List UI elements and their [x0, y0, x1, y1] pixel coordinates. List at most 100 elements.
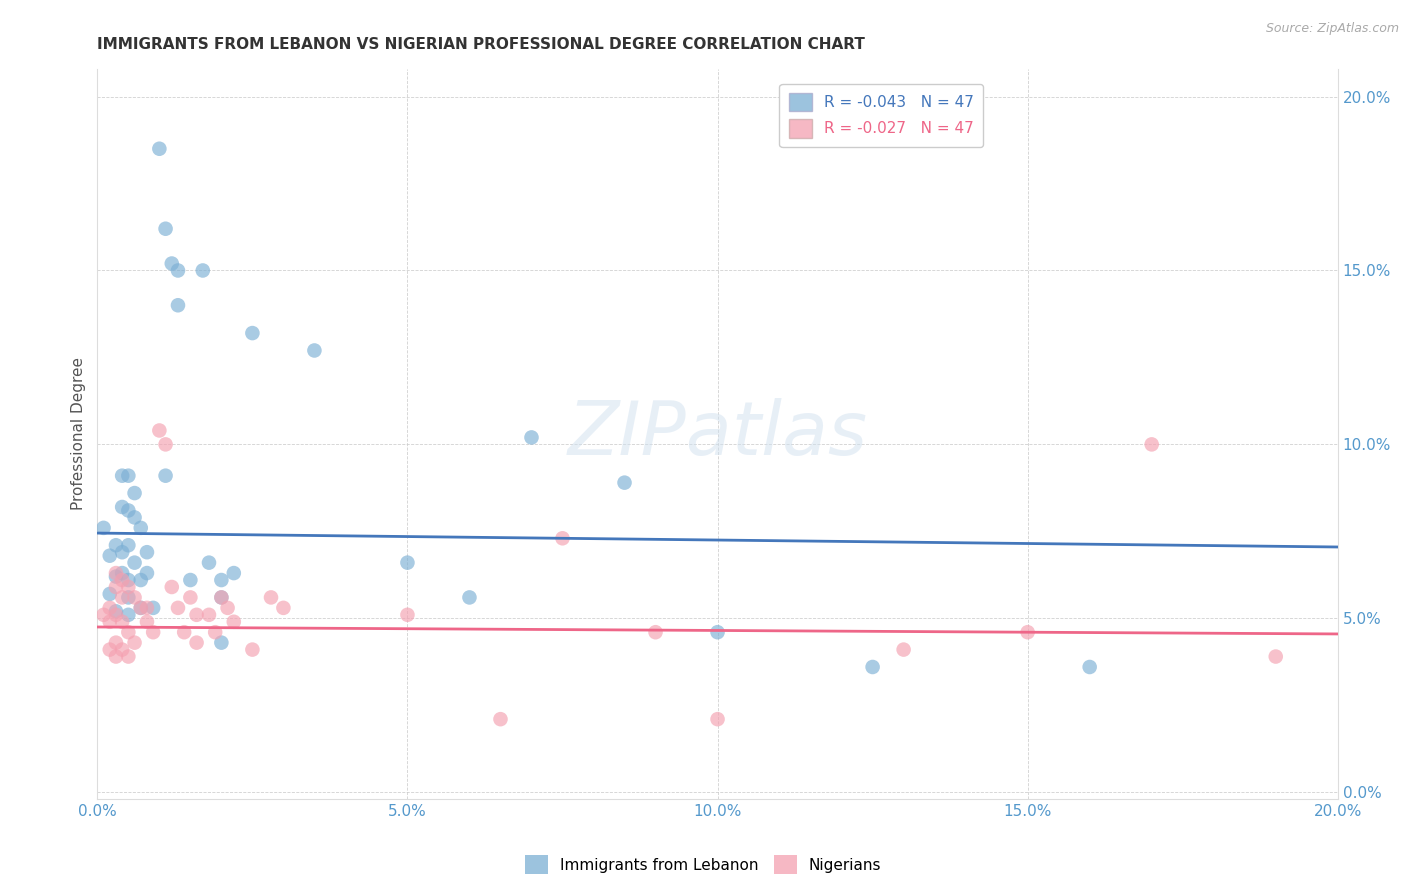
- Point: [98, 600, 121, 615]
- Point: [155, 437, 177, 451]
- Point: [129, 521, 152, 535]
- Point: [706, 625, 728, 640]
- Point: [117, 580, 139, 594]
- Point: [209, 591, 232, 605]
- Point: [148, 142, 170, 156]
- Point: [124, 635, 146, 649]
- Point: [124, 556, 146, 570]
- Point: [1140, 437, 1163, 451]
- Point: [551, 531, 574, 545]
- Point: [98, 642, 121, 657]
- Point: [1017, 625, 1039, 640]
- Point: [136, 615, 159, 629]
- Point: [260, 591, 283, 605]
- Text: Source: ZipAtlas.com: Source: ZipAtlas.com: [1265, 22, 1399, 36]
- Point: [124, 486, 146, 500]
- Point: [111, 468, 134, 483]
- Point: [217, 600, 239, 615]
- Point: [117, 591, 139, 605]
- Point: [136, 566, 159, 580]
- Point: [396, 556, 419, 570]
- Point: [98, 549, 121, 563]
- Point: [124, 591, 146, 605]
- Point: [1264, 649, 1286, 664]
- Point: [93, 521, 115, 535]
- Point: [222, 566, 245, 580]
- Point: [893, 642, 915, 657]
- Point: [136, 545, 159, 559]
- Point: [98, 615, 121, 629]
- Point: [862, 660, 884, 674]
- Point: [111, 566, 134, 580]
- Point: [104, 569, 127, 583]
- Point: [160, 580, 183, 594]
- Point: [104, 607, 127, 622]
- Point: [93, 607, 115, 622]
- Legend: R = -0.043   N = 47, R = -0.027   N = 47: R = -0.043 N = 47, R = -0.027 N = 47: [779, 84, 983, 147]
- Point: [396, 607, 419, 622]
- Point: [148, 424, 170, 438]
- Point: [167, 600, 190, 615]
- Point: [1078, 660, 1101, 674]
- Point: [111, 642, 134, 657]
- Point: [191, 263, 214, 277]
- Point: [129, 600, 152, 615]
- Point: [209, 573, 232, 587]
- Point: [155, 221, 177, 235]
- Point: [186, 607, 208, 622]
- Point: [117, 573, 139, 587]
- Point: [104, 580, 127, 594]
- Point: [613, 475, 636, 490]
- Point: [706, 712, 728, 726]
- Point: [179, 591, 201, 605]
- Point: [117, 607, 139, 622]
- Point: [142, 600, 165, 615]
- Point: [129, 573, 152, 587]
- Point: [160, 256, 183, 270]
- Point: [186, 635, 208, 649]
- Point: [204, 625, 226, 640]
- Point: [104, 649, 127, 664]
- Point: [117, 468, 139, 483]
- Point: [98, 587, 121, 601]
- Point: [111, 545, 134, 559]
- Point: [111, 615, 134, 629]
- Point: [198, 607, 221, 622]
- Point: [104, 635, 127, 649]
- Point: [304, 343, 326, 358]
- Point: [489, 712, 512, 726]
- Point: [117, 649, 139, 664]
- Point: [242, 642, 264, 657]
- Point: [129, 600, 152, 615]
- Text: ZIPatlas: ZIPatlas: [568, 398, 868, 470]
- Point: [111, 500, 134, 514]
- Point: [136, 600, 159, 615]
- Point: [209, 591, 232, 605]
- Point: [520, 430, 543, 444]
- Point: [117, 503, 139, 517]
- Point: [273, 600, 295, 615]
- Point: [117, 625, 139, 640]
- Point: [458, 591, 481, 605]
- Point: [179, 573, 201, 587]
- Point: [124, 510, 146, 524]
- Point: [198, 556, 221, 570]
- Text: IMMIGRANTS FROM LEBANON VS NIGERIAN PROFESSIONAL DEGREE CORRELATION CHART: IMMIGRANTS FROM LEBANON VS NIGERIAN PROF…: [97, 37, 865, 53]
- Point: [167, 263, 190, 277]
- Point: [209, 635, 232, 649]
- Point: [155, 468, 177, 483]
- Point: [104, 604, 127, 618]
- Point: [104, 538, 127, 552]
- Point: [117, 538, 139, 552]
- Point: [111, 591, 134, 605]
- Legend: Immigrants from Lebanon, Nigerians: Immigrants from Lebanon, Nigerians: [519, 849, 887, 880]
- Point: [104, 566, 127, 580]
- Point: [222, 615, 245, 629]
- Point: [111, 573, 134, 587]
- Point: [644, 625, 666, 640]
- Point: [173, 625, 195, 640]
- Point: [142, 625, 165, 640]
- Point: [167, 298, 190, 312]
- Point: [242, 326, 264, 340]
- Y-axis label: Professional Degree: Professional Degree: [72, 358, 86, 510]
